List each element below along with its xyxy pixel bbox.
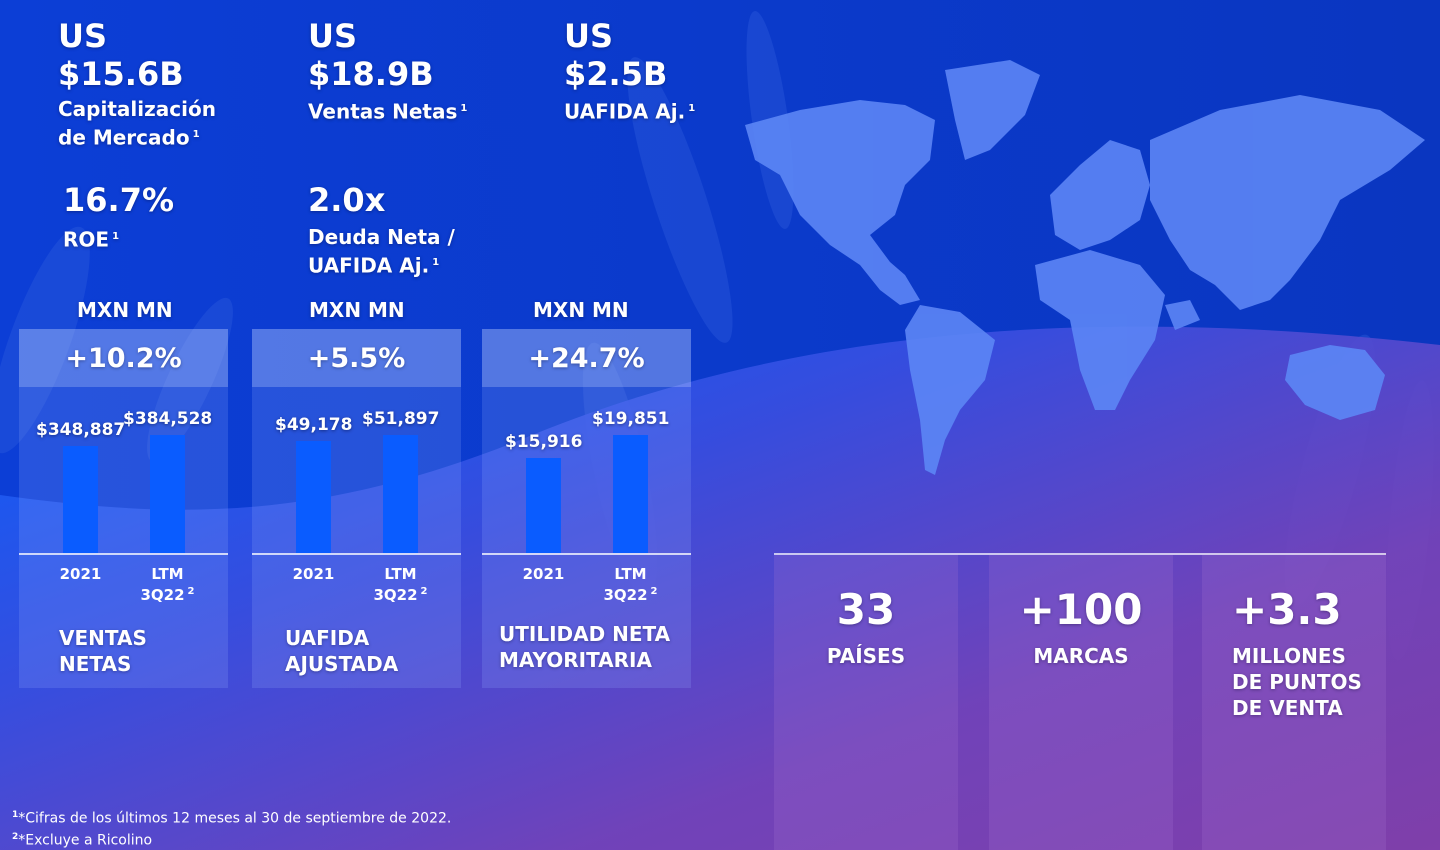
footnote-2: 2*Excluye a Ricolino [12,831,153,849]
chart-bar [150,435,185,553]
kpi-uafida-currency: US [564,17,614,55]
kpi-net-sales: US $18.9B Ventas Netas 1 [308,20,467,125]
chart-data-label: $19,851 [592,409,670,429]
chart-tick-label: 2021 [522,565,565,583]
kpi-net-sales-currency: US [308,17,358,55]
chart-data-label: $384,528 [123,409,213,429]
kpi-net-sales-amount: $18.9B [308,55,434,93]
world-map-graphic [745,60,1425,475]
chart-panel-net-sales: +10.2% VENTAS NETAS $348,887 2021 $384,528… [19,329,228,688]
kpi-leverage-value: 2.0x [308,181,386,219]
chart-baseline [482,553,691,555]
kpi-uafida-label: UAFIDA Aj. 1 [564,99,696,124]
kpi-market-cap-currency: US [58,17,108,55]
chart-baseline [19,553,228,555]
stat-value: +3.3 [1232,585,1342,634]
chart-tick-label: LTM 3Q22 2 [603,565,658,604]
chart-bar [63,445,98,553]
stat-label: PAÍSES [826,644,906,668]
footnotes: 1*Cifras de los últimos 12 meses al 30 d… [12,806,451,849]
chart-tick-label: LTM 3Q22 2 [373,565,428,604]
kpi-market-cap-label: Capitalización de Mercado 1 [58,97,216,150]
kpi-uafida-amount: $2.5B [564,55,668,93]
chart-tick-label: 2021 [59,565,102,583]
kpi-roe: 16.7% ROE 1 [63,184,174,253]
kpi-roe-value: 16.7% [63,181,175,219]
chart-bar [383,435,418,553]
growth-badge: +24.7% [482,329,691,387]
growth-badge: +5.5% [252,329,461,387]
stats-divider [774,553,1386,555]
footnote-1: 1*Cifras de los últimos 12 meses al 30 d… [12,810,452,827]
chart-title: VENTAS NETAS [59,626,147,676]
chart-title: UAFIDA AJUSTADA [285,626,399,676]
kpi-roe-label: ROE 1 [63,227,120,252]
chart-title: UTILIDAD NETA MAYORITARIA [499,622,671,672]
chart-data-label: $49,178 [275,415,353,436]
kpi-net-sales-label: Ventas Netas 1 [308,99,468,124]
chart-bar [296,441,331,553]
stat-value: 33 [836,585,896,634]
wave-shape [0,326,1440,850]
stat-countries: 33 PAÍSES [774,555,958,850]
chart-data-label: $51,897 [362,409,440,429]
chart-tick-label: 2021 [292,565,335,583]
kpi-market-cap: US $15.6B Capitalización de Mercado 1 [58,20,216,151]
stat-label: MARCAS [1033,644,1129,668]
chart-bar [526,458,561,553]
stat-points-of-sale: +3.3 MILLONES DE PUNTOS DE VENTA [1202,555,1386,850]
kpi-uafida: US $2.5B UAFIDA Aj. 1 [564,20,695,125]
chart-unit-label: MXN MN [309,298,405,322]
chart-unit-label: MXN MN [533,298,629,322]
chart-unit-label: MXN MN [77,298,173,322]
kpi-leverage: 2.0x Deuda Neta / UAFIDA Aj. 1 [308,184,455,279]
growth-badge: +10.2% [19,329,228,387]
chart-bar [613,435,648,553]
chart-tick-label: LTM 3Q22 2 [140,565,195,604]
chart-data-label: $348,887 [36,419,126,440]
chart-baseline [252,553,461,555]
stat-brands: +100 MARCAS [989,555,1173,850]
stat-value: +100 [1019,585,1143,634]
chart-data-label: $15,916 [505,432,583,453]
chart-panel-uafida: +5.5% UAFIDA AJUSTADA $49,178 2021 $51,897… [252,329,461,688]
kpi-market-cap-amount: $15.6B [58,55,184,93]
kpi-leverage-label: Deuda Neta / UAFIDA Aj. 1 [308,225,455,278]
chart-panel-net-income: +24.7% UTILIDAD NETA MAYORITARIA $15,916… [482,329,691,688]
stat-label: MILLONES DE PUNTOS DE VENTA [1232,644,1362,720]
